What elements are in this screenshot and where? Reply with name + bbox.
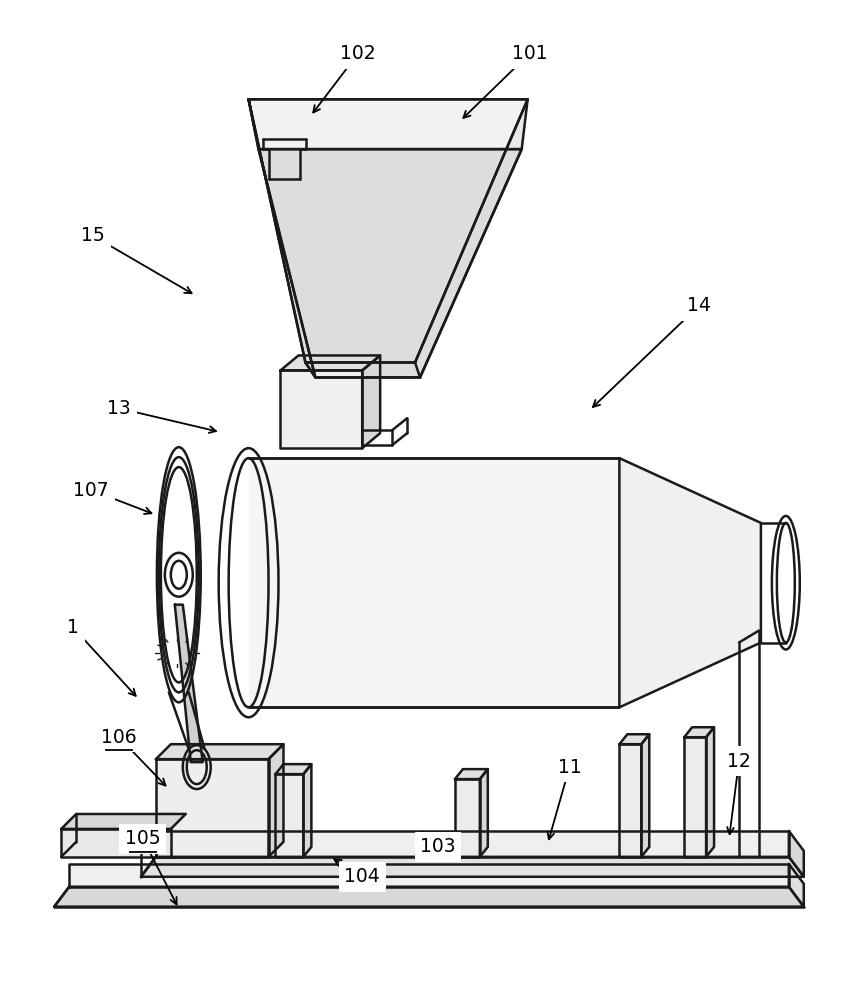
- Polygon shape: [248, 458, 620, 707]
- Polygon shape: [789, 864, 804, 907]
- Text: 103: 103: [420, 837, 455, 856]
- Polygon shape: [269, 744, 283, 857]
- Polygon shape: [706, 727, 714, 857]
- Text: 13: 13: [107, 399, 131, 418]
- Text: 12: 12: [727, 752, 751, 771]
- Text: 15: 15: [81, 226, 105, 245]
- Polygon shape: [281, 370, 362, 448]
- Text: 14: 14: [687, 296, 711, 315]
- Polygon shape: [620, 458, 761, 707]
- Text: 107: 107: [74, 481, 109, 500]
- Polygon shape: [61, 829, 171, 857]
- Polygon shape: [480, 769, 488, 857]
- Polygon shape: [303, 764, 312, 857]
- Polygon shape: [789, 831, 804, 877]
- Text: 1: 1: [68, 618, 79, 637]
- Polygon shape: [620, 744, 641, 857]
- Polygon shape: [684, 727, 714, 737]
- Polygon shape: [54, 887, 804, 907]
- Text: 102: 102: [341, 44, 376, 63]
- Polygon shape: [276, 764, 312, 774]
- Polygon shape: [248, 99, 527, 362]
- Polygon shape: [684, 737, 706, 857]
- Text: 105: 105: [125, 829, 161, 848]
- Text: 11: 11: [557, 758, 581, 777]
- Polygon shape: [156, 744, 283, 759]
- Polygon shape: [362, 355, 380, 448]
- Polygon shape: [641, 734, 650, 857]
- Polygon shape: [61, 814, 186, 829]
- Polygon shape: [281, 355, 380, 370]
- Polygon shape: [455, 779, 480, 857]
- Polygon shape: [455, 769, 488, 779]
- Polygon shape: [69, 864, 789, 887]
- Polygon shape: [141, 857, 804, 877]
- Polygon shape: [259, 149, 521, 377]
- Polygon shape: [156, 759, 269, 857]
- Polygon shape: [156, 831, 789, 857]
- Text: 101: 101: [512, 44, 548, 63]
- Polygon shape: [276, 774, 303, 857]
- Polygon shape: [248, 99, 315, 377]
- Text: 106: 106: [101, 728, 137, 747]
- Text: 104: 104: [344, 867, 380, 886]
- Polygon shape: [175, 605, 203, 762]
- Polygon shape: [248, 99, 527, 149]
- Polygon shape: [620, 734, 650, 744]
